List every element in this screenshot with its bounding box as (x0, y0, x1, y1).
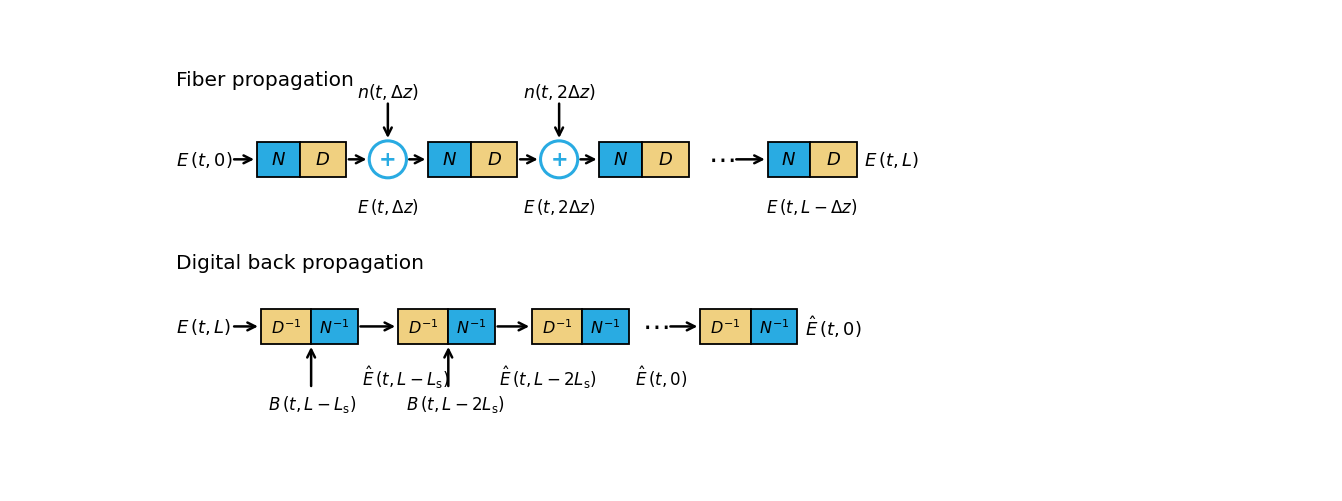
FancyBboxPatch shape (299, 142, 346, 178)
FancyBboxPatch shape (641, 142, 688, 178)
Text: $B\,(t, L - L_{\mathrm{s}})$: $B\,(t, L - L_{\mathrm{s}})$ (268, 394, 357, 415)
Text: $E\,(t, L)$: $E\,(t, L)$ (864, 150, 919, 170)
FancyBboxPatch shape (600, 142, 641, 178)
Text: $\hat{E}\,(t, L - 2L_{\mathrm{s}})$: $\hat{E}\,(t, L - 2L_{\mathrm{s}})$ (499, 364, 597, 390)
FancyBboxPatch shape (582, 309, 629, 345)
FancyBboxPatch shape (428, 142, 471, 178)
Text: $E\,(t, \Delta z)$: $E\,(t, \Delta z)$ (357, 197, 419, 217)
Text: $D^{-1}$: $D^{-1}$ (542, 318, 573, 336)
FancyBboxPatch shape (399, 309, 448, 345)
Text: $D^{-1}$: $D^{-1}$ (710, 318, 741, 336)
FancyBboxPatch shape (768, 142, 811, 178)
Text: $N^{-1}$: $N^{-1}$ (758, 318, 789, 336)
Text: $B\,(t, L - 2L_{\mathrm{s}})$: $B\,(t, L - 2L_{\mathrm{s}})$ (405, 394, 505, 415)
Text: +: + (550, 149, 568, 169)
Text: $E\,(t, L - \Delta z)$: $E\,(t, L - \Delta z)$ (766, 197, 858, 217)
FancyBboxPatch shape (531, 309, 582, 345)
Text: $D$: $D$ (658, 151, 672, 169)
Text: $N$: $N$ (442, 151, 458, 169)
Text: +: + (378, 149, 397, 169)
FancyBboxPatch shape (701, 309, 750, 345)
Text: $N$: $N$ (613, 151, 628, 169)
FancyBboxPatch shape (448, 309, 495, 345)
Text: $\hat{E}\,(t, L - L_{\mathrm{s}})$: $\hat{E}\,(t, L - L_{\mathrm{s}})$ (362, 364, 450, 390)
Text: $E\,(t, 2\Delta z)$: $E\,(t, 2\Delta z)$ (523, 197, 596, 217)
Text: $n(t, \Delta z)$: $n(t, \Delta z)$ (357, 82, 419, 102)
Text: $E\,(t, L)$: $E\,(t, L)$ (176, 317, 231, 337)
FancyBboxPatch shape (256, 142, 299, 178)
FancyBboxPatch shape (471, 142, 517, 178)
FancyBboxPatch shape (750, 309, 797, 345)
Text: $D^{-1}$: $D^{-1}$ (408, 318, 439, 336)
Text: $D$: $D$ (825, 151, 841, 169)
Text: $N^{-1}$: $N^{-1}$ (319, 318, 350, 336)
Text: $N$: $N$ (271, 151, 286, 169)
Text: $\cdots$: $\cdots$ (707, 146, 734, 174)
Text: $N$: $N$ (781, 151, 796, 169)
Text: $\hat{E}\,(t, 0)$: $\hat{E}\,(t, 0)$ (805, 314, 862, 340)
Text: Digital back propagation: Digital back propagation (176, 254, 424, 273)
Text: $D$: $D$ (487, 151, 502, 169)
Text: Fiber propagation: Fiber propagation (176, 71, 353, 90)
Circle shape (369, 142, 407, 178)
Text: $\hat{E}\,(t, 0)$: $\hat{E}\,(t, 0)$ (635, 364, 687, 389)
Circle shape (541, 142, 577, 178)
FancyBboxPatch shape (260, 309, 311, 345)
Text: $D^{-1}$: $D^{-1}$ (271, 318, 302, 336)
FancyBboxPatch shape (811, 142, 856, 178)
Text: $D$: $D$ (315, 151, 330, 169)
Text: $N^{-1}$: $N^{-1}$ (590, 318, 621, 336)
Text: $\cdots$: $\cdots$ (641, 313, 668, 341)
Text: $E\,(t, 0)$: $E\,(t, 0)$ (176, 150, 232, 170)
Text: $n(t, 2\Delta z)$: $n(t, 2\Delta z)$ (522, 82, 596, 102)
Text: $N^{-1}$: $N^{-1}$ (456, 318, 487, 336)
FancyBboxPatch shape (311, 309, 357, 345)
